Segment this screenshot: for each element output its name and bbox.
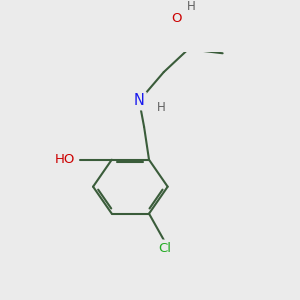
Text: O: O <box>171 12 182 25</box>
Text: H: H <box>187 0 196 13</box>
Text: HO: HO <box>55 153 75 166</box>
Text: Cl: Cl <box>158 242 171 254</box>
Text: H: H <box>156 101 165 114</box>
Text: N: N <box>134 93 145 108</box>
